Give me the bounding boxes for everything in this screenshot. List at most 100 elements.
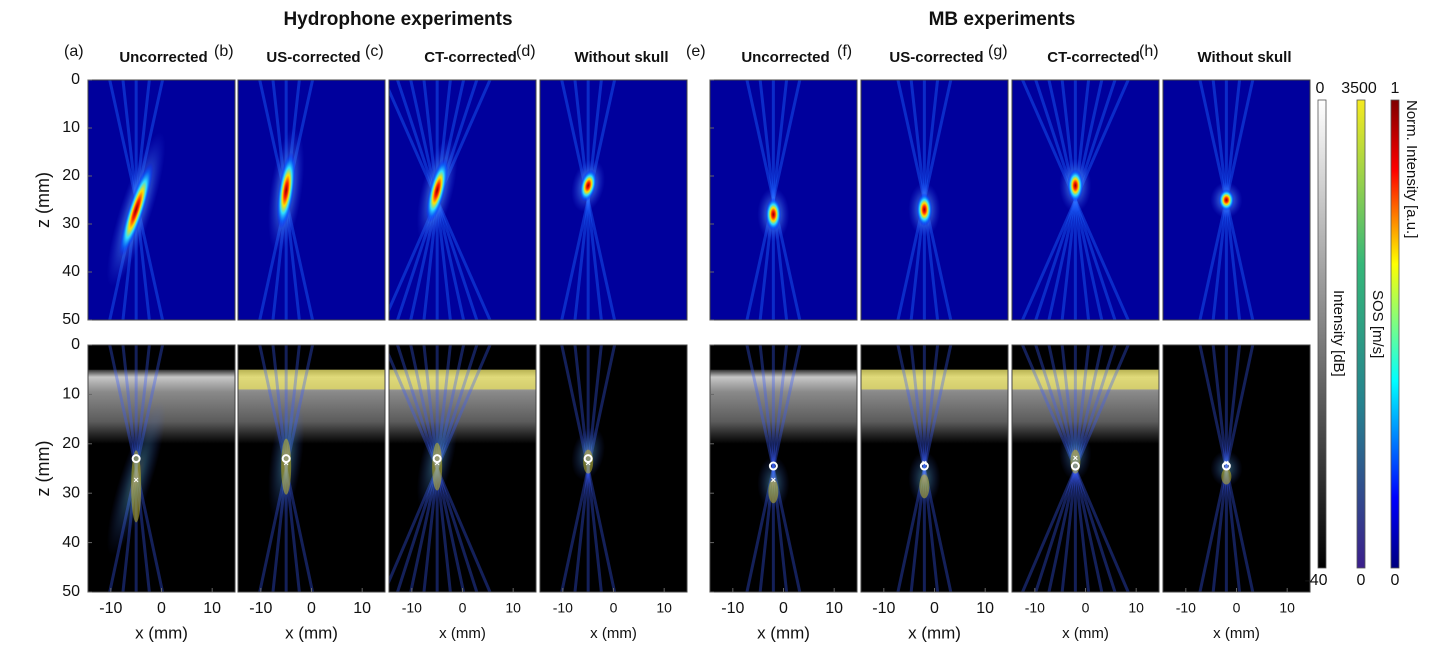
target-marker [1070, 461, 1080, 471]
x-tick-label: -10 [553, 600, 573, 616]
panel-letter: (d) [516, 43, 536, 60]
x-tick-label: 10 [825, 600, 843, 617]
image-panel [87, 79, 236, 321]
x-tick-label: -10 [1176, 600, 1196, 616]
panel-letter: (h) [1139, 43, 1159, 60]
x-tick-label: 0 [459, 600, 467, 616]
image-panel: × [237, 344, 386, 593]
image [710, 80, 857, 320]
background [540, 345, 687, 592]
panel-label: Without skull [574, 49, 668, 66]
colorbar-min: -40 [1304, 572, 1327, 589]
target-marker [919, 461, 929, 471]
focus-marker: × [586, 458, 591, 468]
focus [768, 479, 779, 504]
image: × [710, 345, 857, 592]
y-tick-label: 20 [62, 167, 80, 184]
image-panel: × [539, 344, 688, 593]
image-panel [388, 79, 537, 321]
colorbar-min: 0 [1357, 572, 1366, 589]
panel-letter: (f) [837, 43, 852, 60]
image-panel: × [1011, 344, 1160, 593]
x-tick-label: 10 [353, 600, 371, 617]
x-tick-label: 10 [1279, 600, 1295, 616]
x-tick-label: 0 [1082, 600, 1090, 616]
image-panel: × [860, 344, 1009, 593]
x-tick-label: 0 [779, 600, 788, 617]
frame [1011, 79, 1160, 321]
x-axis-label: x (mm) [135, 623, 188, 642]
panel-letter: (c) [365, 43, 384, 60]
image: × [861, 345, 1008, 592]
image [540, 80, 687, 320]
y-tick-label: 0 [71, 71, 80, 88]
image-panel [1162, 79, 1311, 321]
target-marker [281, 454, 291, 464]
frame [388, 79, 537, 321]
panel-letter: (g) [988, 43, 1008, 60]
focus [426, 158, 449, 223]
skull-sos [861, 369, 1008, 390]
target-marker [1221, 461, 1231, 471]
y-axis-label: z (mm) [33, 441, 53, 497]
target-marker [768, 461, 778, 471]
image [238, 80, 385, 320]
frame [1162, 79, 1311, 321]
y-tick-label: 30 [62, 484, 80, 501]
panel-letter: (b) [214, 43, 234, 60]
panel-label: Without skull [1197, 49, 1291, 66]
x-tick-label: -10 [99, 600, 122, 617]
colorbar [1390, 99, 1400, 569]
x-tick-label: 0 [930, 600, 939, 617]
frame [87, 79, 236, 321]
frame [709, 79, 858, 321]
x-axis-label: x (mm) [1062, 625, 1109, 642]
panel-label: Uncorrected [119, 49, 207, 66]
x-tick-label: -10 [721, 600, 744, 617]
image: × [389, 345, 536, 592]
panel-label: Uncorrected [741, 49, 829, 66]
focus [1221, 468, 1232, 485]
colorbar [1317, 99, 1327, 569]
y-axis-label: z (mm) [33, 172, 53, 228]
focus [281, 438, 292, 495]
x-tick-label: 0 [307, 600, 316, 617]
focus-marker: × [1224, 458, 1229, 468]
y-tick-label: 20 [62, 435, 80, 452]
image [88, 80, 235, 320]
background [540, 80, 687, 320]
panel-label: US-corrected [889, 49, 983, 66]
focus [1218, 189, 1235, 211]
panel-label: CT-corrected [1047, 49, 1140, 66]
x-axis-label: x (mm) [1213, 625, 1260, 642]
background [389, 80, 536, 320]
y-tick-label: 0 [71, 336, 80, 353]
colorbar-min: 0 [1391, 572, 1400, 589]
panel-letter: (a) [64, 43, 84, 60]
group-title: MB experiments [929, 9, 1076, 30]
image [1012, 80, 1159, 320]
focus-marker: × [435, 458, 440, 468]
image [861, 80, 1008, 320]
skull-sos [238, 369, 385, 390]
target-marker [432, 454, 442, 464]
image: × [1012, 345, 1159, 592]
target-marker [583, 454, 593, 464]
y-tick-label: 10 [62, 386, 80, 403]
focus [432, 442, 443, 491]
x-tick-label: 0 [1233, 600, 1241, 616]
x-tick-label: -10 [402, 600, 422, 616]
focus [276, 152, 296, 229]
x-tick-label: 10 [203, 600, 221, 617]
focus [916, 193, 933, 227]
x-tick-label: 10 [1128, 600, 1144, 616]
background [238, 80, 385, 320]
focus-marker: × [771, 475, 776, 485]
image: × [1163, 345, 1310, 592]
panel-label: CT-corrected [424, 49, 517, 66]
colorbar-max: 3500 [1341, 80, 1377, 97]
x-tick-label: 0 [157, 600, 166, 617]
image: × [540, 345, 687, 592]
x-axis-label: x (mm) [285, 623, 338, 642]
x-axis-label: x (mm) [439, 625, 486, 642]
